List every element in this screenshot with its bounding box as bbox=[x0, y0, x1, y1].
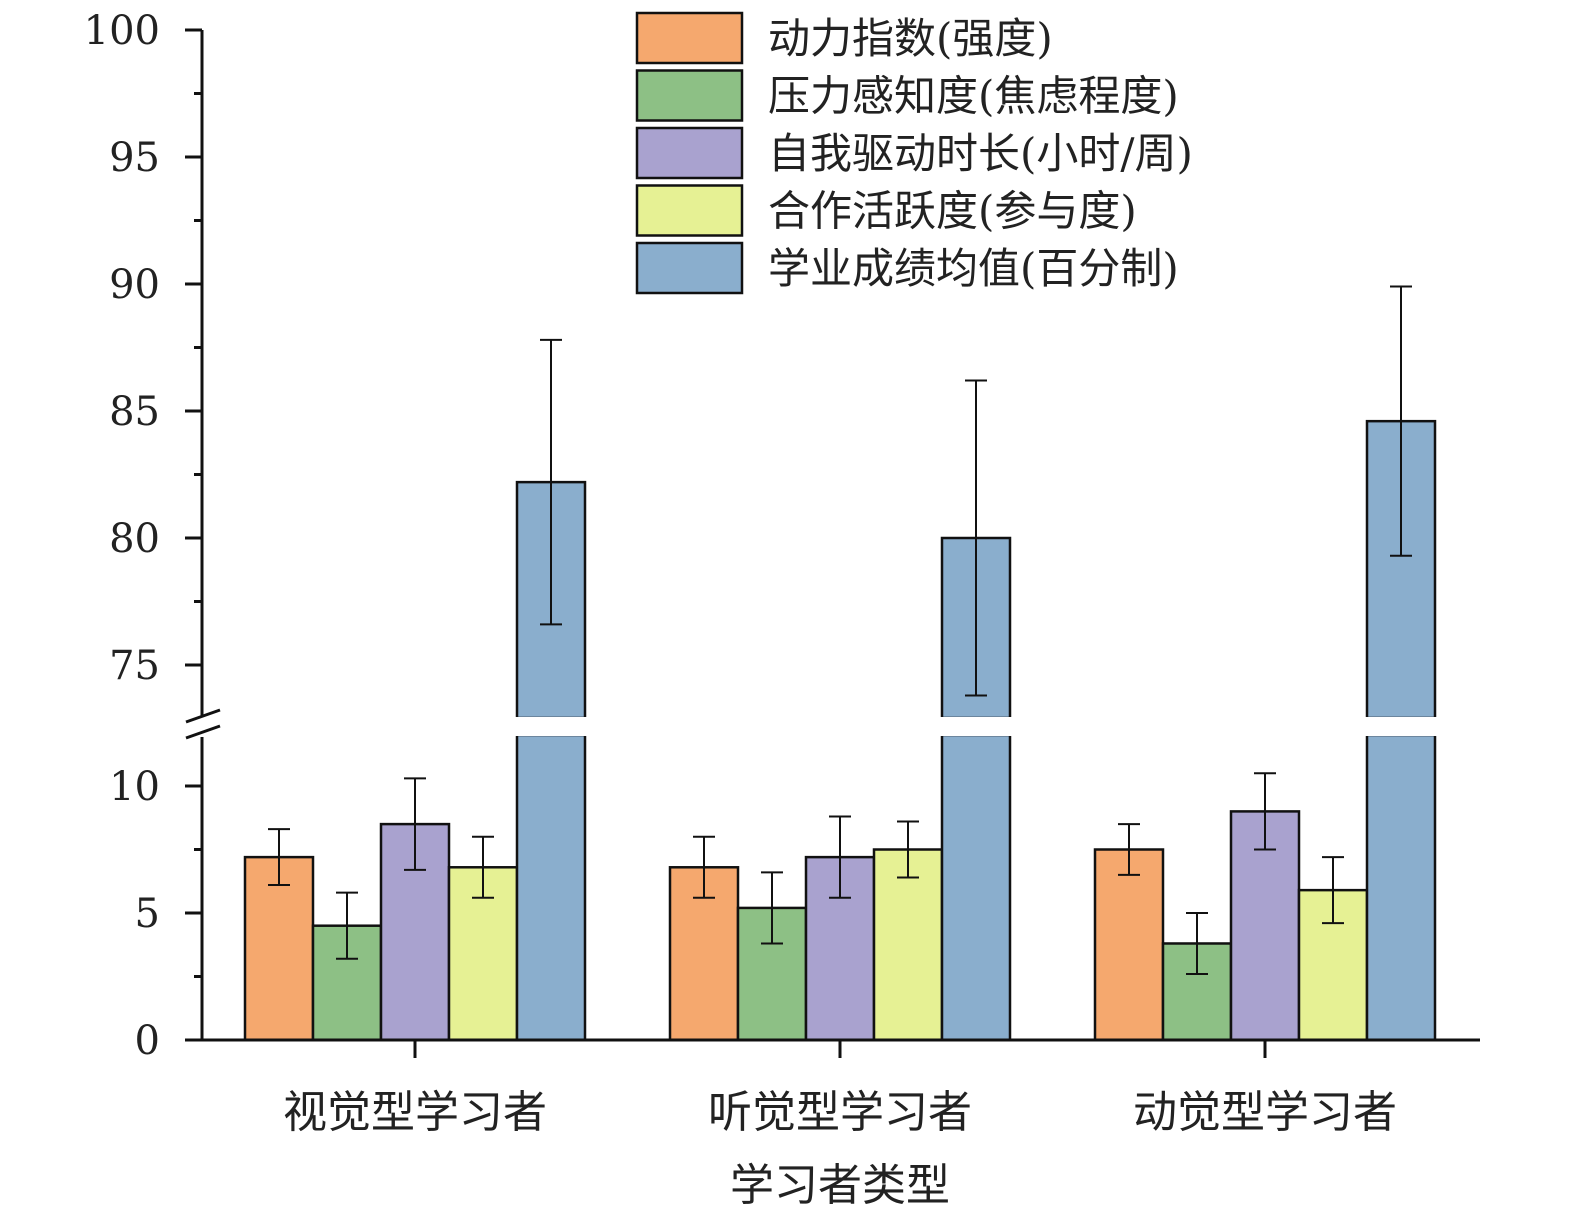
axis-break-mark bbox=[185, 724, 221, 740]
legend-swatch bbox=[635, 126, 744, 180]
bar-break-cover bbox=[1365, 717, 1437, 720]
y-tick-label: 10 bbox=[109, 764, 160, 810]
bar-lower-part bbox=[940, 733, 1012, 1042]
bar-lower-part bbox=[1365, 733, 1437, 1042]
bar-break-cover bbox=[1365, 733, 1437, 736]
x-tick-label: 动觉型学习者 bbox=[1133, 1087, 1397, 1138]
y-tick-label: 75 bbox=[109, 643, 160, 689]
legend-swatch bbox=[635, 69, 744, 122]
legend-swatch bbox=[635, 241, 744, 295]
x-tick-label: 视觉型学习者 bbox=[283, 1087, 547, 1138]
axis-break-mark bbox=[185, 708, 221, 724]
legend-swatch bbox=[635, 184, 744, 237]
bar-break-cover bbox=[940, 717, 1012, 720]
y-tick-label: 0 bbox=[135, 1018, 160, 1064]
legend-label: 学业成绩均值(百分制) bbox=[768, 244, 1179, 293]
x-axis-title: 学习者类型 bbox=[730, 1160, 950, 1211]
y-tick-label: 5 bbox=[135, 891, 160, 937]
bar bbox=[243, 855, 315, 1042]
bar-break-cover bbox=[515, 717, 587, 720]
legend-label: 合作活跃度(参与度) bbox=[768, 187, 1137, 236]
bar-break-cover bbox=[940, 733, 1012, 736]
bar-break-cover bbox=[515, 733, 587, 736]
y-tick-label: 90 bbox=[109, 262, 160, 308]
legend-label: 压力感知度(焦虑程度) bbox=[768, 72, 1179, 121]
legend-label: 自我驱动时长(小时/周) bbox=[768, 129, 1193, 178]
y-tick-label: 100 bbox=[84, 8, 160, 54]
bar bbox=[1093, 848, 1165, 1042]
legend-label: 动力指数(强度) bbox=[768, 14, 1053, 63]
y-tick-label: 80 bbox=[109, 516, 160, 562]
bar-lower-part bbox=[515, 733, 587, 1042]
legend-swatch bbox=[635, 11, 744, 65]
y-tick-label: 85 bbox=[109, 389, 160, 435]
x-tick-label: 听觉型学习者 bbox=[708, 1087, 972, 1138]
y-tick-label: 95 bbox=[109, 135, 160, 181]
